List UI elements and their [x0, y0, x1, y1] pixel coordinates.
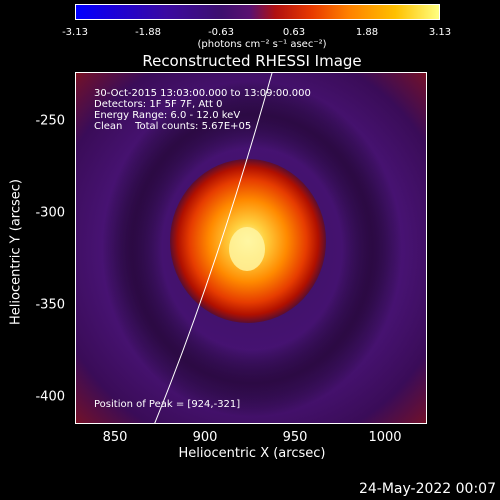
generation-timestamp: 24-May-2022 00:07: [358, 481, 496, 497]
colorbar-units: (photons cm⁻² s⁻¹ asec⁻²): [197, 39, 327, 50]
y-axis-label: Heliocentric Y (arcsec): [8, 179, 24, 325]
colorbar-tick: 0.63: [282, 27, 306, 38]
info-line-energy: Energy Range: 6.0 - 12.0 keV: [94, 110, 241, 121]
y-tick-label: -400: [35, 389, 65, 405]
colorbar-tick: -1.88: [135, 27, 161, 38]
info-line-detectors: Detectors: 1F 5F 7F, Att 0: [94, 99, 223, 110]
flare-peak: [229, 227, 265, 271]
rhessi-map: [76, 73, 426, 423]
y-tick-label: -250: [35, 113, 65, 129]
image-title: Reconstructed RHESSI Image: [142, 52, 362, 70]
x-tick-label: 950: [282, 430, 308, 445]
image-panel: 30-Oct-2015 13:03:00.000 to 13:09:00.000…: [75, 72, 427, 424]
colorbar: [75, 4, 440, 20]
colorbar-tick: -3.13: [62, 27, 88, 38]
info-line-counts: Clean Total counts: 5.67E+05: [94, 121, 252, 132]
info-line-time: 30-Oct-2015 13:03:00.000 to 13:09:00.000: [94, 88, 311, 99]
solar-limb-line: [154, 73, 273, 423]
x-tick-label: 1000: [368, 430, 402, 445]
x-axis-label: Heliocentric X (arcsec): [178, 446, 326, 461]
colorbar-tick: 1.88: [355, 27, 379, 38]
y-tick-label: -350: [35, 297, 65, 313]
colorbar-tick: 3.13: [428, 27, 452, 38]
x-tick-label: 900: [192, 430, 218, 445]
peak-position: Position of Peak = [924,-321]: [94, 399, 241, 410]
x-tick-label: 850: [102, 430, 128, 445]
colorbar-tick: -0.63: [208, 27, 234, 38]
y-tick-label: -300: [35, 205, 65, 221]
